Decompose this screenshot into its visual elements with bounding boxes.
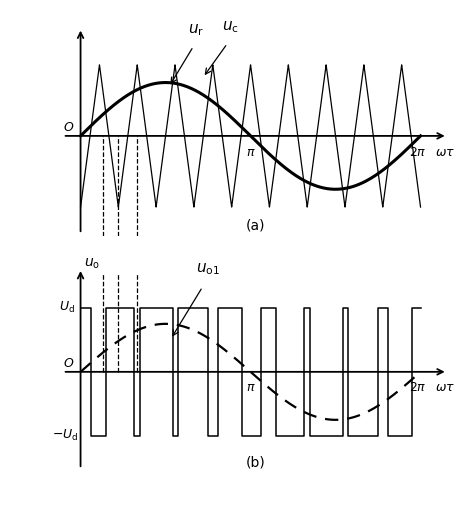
Text: $u_{\rm o}$: $u_{\rm o}$: [84, 257, 100, 271]
Text: $\omega\tau$: $\omega\tau$: [435, 381, 455, 394]
Text: $2\pi$: $2\pi$: [409, 146, 427, 159]
Text: $2\pi$: $2\pi$: [409, 381, 427, 394]
Text: $u_{\rm r}$: $u_{\rm r}$: [188, 22, 204, 38]
Text: $O$: $O$: [63, 121, 74, 134]
Text: $U_{\rm d}$: $U_{\rm d}$: [58, 301, 74, 315]
Text: $u_{\rm c}$: $u_{\rm c}$: [222, 19, 238, 35]
Text: $-U_{\rm d}$: $-U_{\rm d}$: [52, 429, 79, 443]
Text: $O$: $O$: [63, 357, 74, 370]
Text: $\pi$: $\pi$: [246, 381, 255, 394]
Text: $\omega\tau$: $\omega\tau$: [435, 146, 455, 159]
Text: $\pi$: $\pi$: [246, 146, 255, 159]
Text: (b): (b): [246, 456, 266, 470]
Text: (a): (a): [246, 219, 266, 233]
Text: $u_{\rm o1}$: $u_{\rm o1}$: [196, 262, 220, 277]
